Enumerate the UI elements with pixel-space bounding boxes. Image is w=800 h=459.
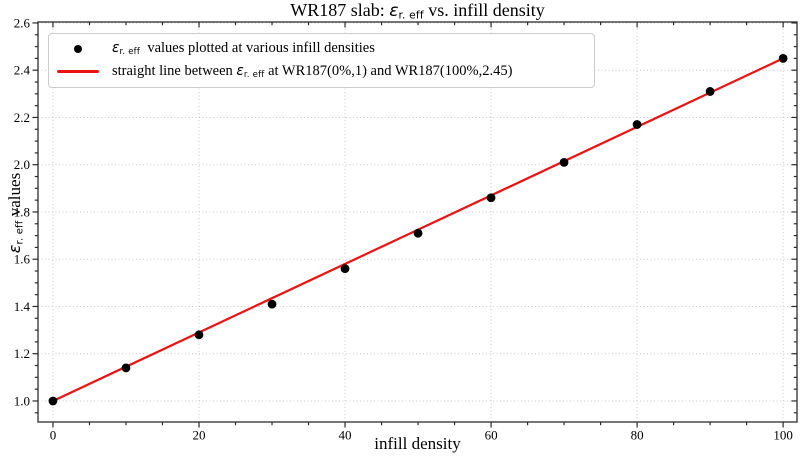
legend-line-marker <box>55 70 101 73</box>
y-tick-label: 2.6 <box>14 15 31 30</box>
data-point <box>778 53 788 63</box>
y-tick-label: 2.0 <box>14 157 30 172</box>
data-point <box>705 87 715 96</box>
data-point <box>413 228 423 238</box>
chart-title: WR187 slab: εr. eff vs. infill density <box>290 0 545 22</box>
epsilon-symbol: εr. eff <box>389 1 424 22</box>
y-tick-label: 1.8 <box>14 204 30 219</box>
legend-entry-label: straight line between εr. eff at WR187(0… <box>112 63 513 81</box>
x-axis-label: infill density <box>374 434 461 453</box>
x-tick-label: 0 <box>50 428 57 443</box>
data-point <box>486 193 496 203</box>
data-point <box>632 120 642 129</box>
dot-icon <box>74 44 82 53</box>
legend-entry: εr. eff values plotted at various infill… <box>55 37 586 60</box>
y-tick-label: 1.0 <box>14 393 30 408</box>
y-tick-label: 1.6 <box>14 252 31 267</box>
legend-entry-label: εr. eff values plotted at various infill… <box>112 40 375 58</box>
y-tick-label: 2.2 <box>14 110 30 125</box>
data-point <box>48 396 58 406</box>
epsilon-symbol: εr. eff <box>236 63 265 81</box>
line-icon <box>57 70 99 73</box>
y-axis-label: εr. eff values <box>5 172 26 254</box>
legend: εr. eff values plotted at various infill… <box>48 33 595 88</box>
x-tick-label: 60 <box>485 428 498 443</box>
y-tick-label: 2.4 <box>14 63 31 78</box>
legend-dot-marker <box>55 44 101 53</box>
y-tick-label: 1.2 <box>14 346 30 361</box>
data-point <box>340 264 350 274</box>
data-point <box>267 299 277 309</box>
data-point <box>194 330 204 340</box>
x-tick-label: 40 <box>339 428 352 443</box>
legend-entry: straight line between εr. eff at WR187(0… <box>55 60 586 83</box>
epsilon-symbol: εr. eff <box>112 40 141 58</box>
x-tick-label: 80 <box>631 428 644 443</box>
x-tick-label: 100 <box>773 428 793 443</box>
data-point <box>559 157 569 167</box>
epsilon-symbol: εr. eff <box>5 220 26 254</box>
y-tick-label: 1.4 <box>14 299 31 314</box>
x-tick-label: 20 <box>193 428 206 443</box>
data-point <box>121 363 131 373</box>
